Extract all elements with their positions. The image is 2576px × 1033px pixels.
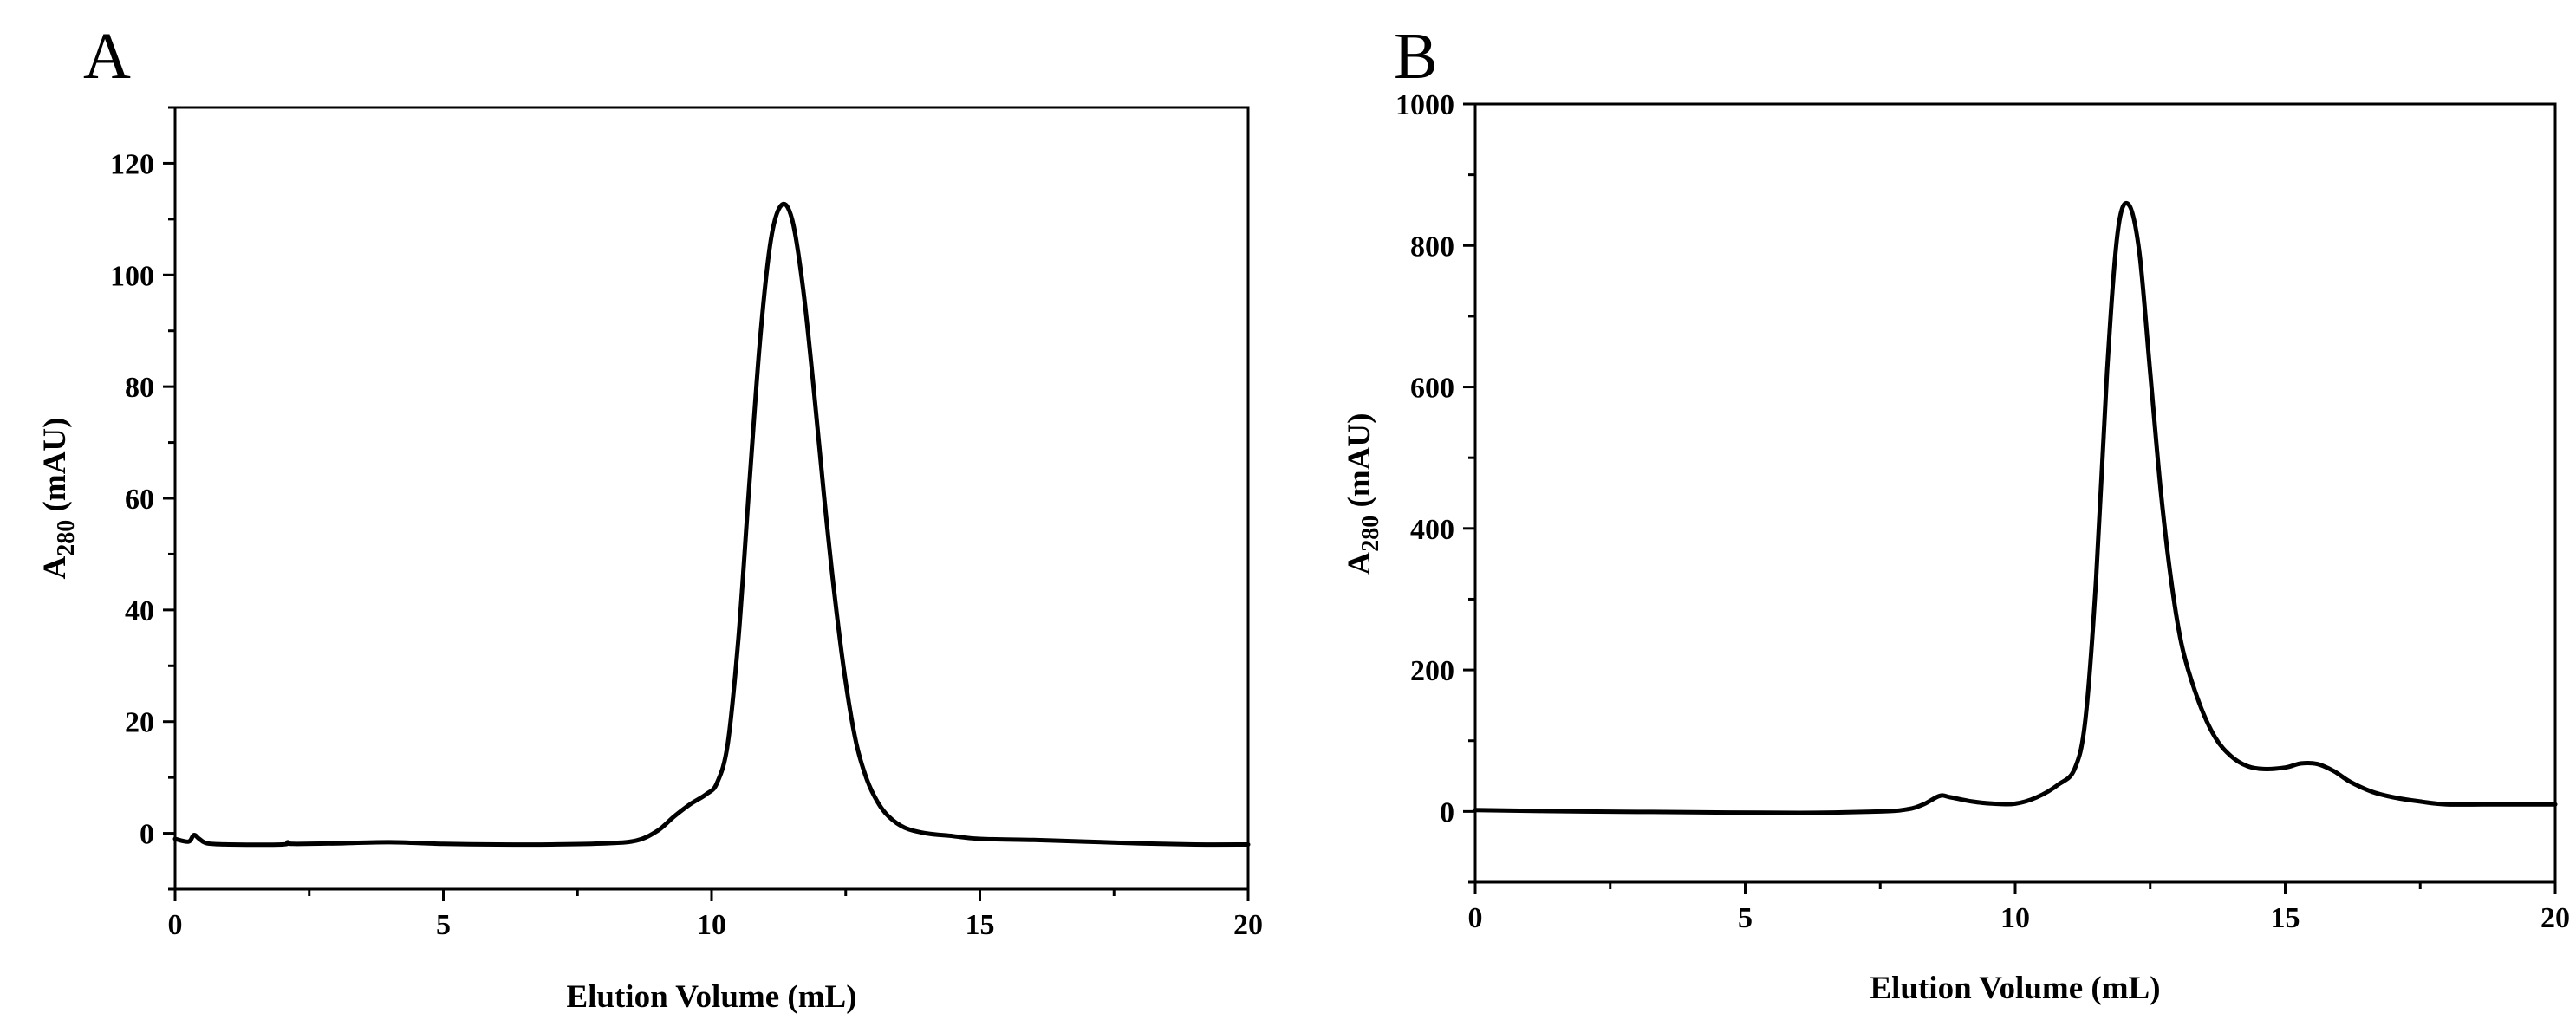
panel-a-y-axis-title-unit: (mAU) [37, 418, 73, 520]
panel-a-y-axis-title-main: A [37, 555, 73, 579]
panel-a-y-tick-label: 20 [125, 707, 154, 739]
panel-a-ticks [163, 106, 1250, 901]
panel-a-x-tick-label: 0 [168, 909, 183, 941]
panel-b-x-tick-label: 15 [2271, 902, 2300, 934]
panel-a-x-axis-title: Elution Volume (mL) [566, 979, 856, 1015]
panel-a-y-tick-label: 80 [125, 372, 154, 404]
panel-b-plot-frame [1473, 102, 2557, 884]
panel-b-x-tick-label: 10 [2000, 902, 2030, 934]
panel-a-y-tick-label: 40 [125, 595, 154, 627]
panel-b-y-tick-label: 400 [1410, 514, 1454, 546]
panel-b-x-tick-label: 0 [1468, 902, 1483, 934]
panel-a-y-tick-label: 100 [110, 260, 154, 292]
panel-a-x-tick-label: 5 [436, 909, 451, 941]
panel-b-y-axis-title-unit: (mAU) [1342, 413, 1377, 516]
panel-b-label: B [1394, 20, 1438, 93]
panel-a-plot-frame [173, 106, 1250, 891]
panel-b-y-axis-title-main: A [1342, 551, 1377, 575]
panel-a-y-tick-label: 0 [140, 819, 154, 851]
panel-a-chromatogram-line [172, 201, 1251, 848]
panel-a-x-tick-label: 20 [1233, 909, 1263, 941]
panel-a-y-axis-title: A280 (mAU) [37, 418, 80, 580]
panel-b-y-tick-label: 800 [1410, 231, 1454, 263]
panel-a-y-axis-title-sub: 280 [53, 520, 80, 556]
panel-a-x-tick-label: 10 [697, 909, 726, 941]
panel-a-x-tick-label: 15 [966, 909, 995, 941]
panel-b-ticks [1463, 102, 2557, 894]
panel-b-y-tick-label: 600 [1410, 373, 1454, 405]
panel-b-x-tick-label: 5 [1738, 902, 1753, 934]
panel-b-y-tick-label: 1000 [1395, 89, 1454, 121]
panel-a-y-tick-label: 60 [125, 484, 154, 516]
panel-b-y-tick-label: 200 [1410, 655, 1454, 687]
panel-b-y-tick-label: 0 [1440, 796, 1454, 828]
panel-b-x-tick-label: 20 [2540, 902, 2570, 934]
panel-b-chromatogram-line [1473, 200, 2558, 815]
panel-b-y-axis-title-sub: 280 [1357, 516, 1384, 552]
panel-a-label: A [83, 20, 131, 93]
panel-a-tick-labels: 0 5 10 15 20 0 20 40 60 80 100 120 [110, 148, 1263, 941]
panel-a: A 0 5 10 15 20 0 20 40 60 80 100 120 Elution Volume… [37, 20, 1263, 1015]
panel-a-y-tick-label: 120 [110, 148, 154, 180]
panel-b-x-axis-title: Elution Volume (mL) [1870, 971, 2160, 1006]
panel-b-y-axis-title: A280 (mAU) [1342, 413, 1384, 575]
